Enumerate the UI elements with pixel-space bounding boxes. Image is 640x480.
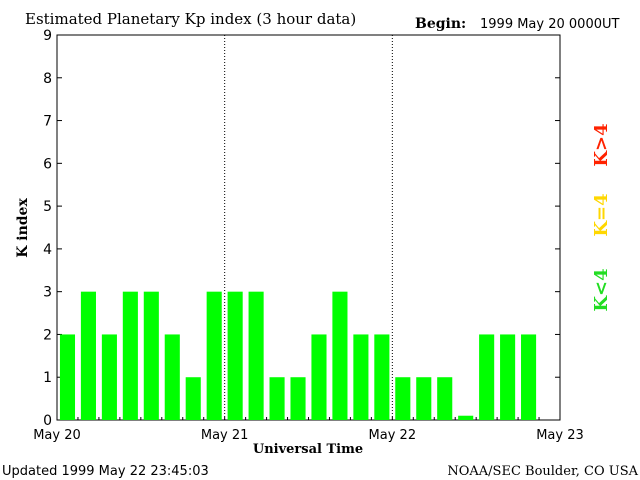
y-tick-label: 0 xyxy=(43,413,52,429)
updated-text: Updated 1999 May 22 23:45:03 xyxy=(2,464,209,479)
bar xyxy=(332,291,348,420)
x-axis-label: Universal Time xyxy=(253,442,363,457)
y-tick-label: 7 xyxy=(43,114,52,130)
bar xyxy=(500,334,516,420)
bar xyxy=(395,377,411,420)
bar xyxy=(290,377,306,420)
bar xyxy=(101,334,117,420)
bar xyxy=(311,334,327,420)
bar xyxy=(458,415,474,420)
chart-title: Estimated Planetary Kp index (3 hour dat… xyxy=(25,10,356,28)
y-tick-label: 8 xyxy=(43,71,52,87)
bar xyxy=(59,334,76,420)
bars xyxy=(59,291,537,420)
x-tick-label: May 21 xyxy=(201,428,249,443)
y-axis: 0 1 2 3 4 5 6 7 8 9 xyxy=(43,28,560,429)
bar xyxy=(521,334,537,420)
y-tick-label: 4 xyxy=(43,242,52,258)
y-tick-label: 3 xyxy=(43,285,52,301)
y-tick-label: 9 xyxy=(43,28,52,44)
x-tick-label: May 22 xyxy=(369,428,417,443)
bar xyxy=(80,291,96,420)
y-tick-label: 2 xyxy=(43,327,52,343)
bar xyxy=(206,291,222,420)
y-axis-label: K index xyxy=(15,198,31,258)
legend-item: K>4 xyxy=(591,123,612,166)
bar xyxy=(248,291,264,420)
bar xyxy=(353,334,369,420)
legend-item: K<4 xyxy=(591,268,612,311)
x-tick-label: May 20 xyxy=(33,428,81,443)
begin-value: 1999 May 20 0000UT xyxy=(480,17,619,32)
y-tick-label: 6 xyxy=(43,156,52,172)
legend-item: K=4 xyxy=(591,193,612,236)
bar xyxy=(416,377,432,420)
bar xyxy=(122,291,138,420)
begin-label: Begin: xyxy=(415,16,466,32)
y-tick-label: 1 xyxy=(43,370,52,386)
bar xyxy=(479,334,495,420)
bar xyxy=(269,377,285,420)
bar xyxy=(185,377,201,420)
credit-text: NOAA/SEC Boulder, CO USA xyxy=(447,464,638,479)
bar xyxy=(374,334,390,420)
bar xyxy=(164,334,180,420)
bar xyxy=(227,291,243,420)
day-separators xyxy=(224,35,393,420)
x-tick-label: May 23 xyxy=(536,428,584,443)
x-axis: May 20 May 21 May 22 May 23 xyxy=(33,417,584,443)
bar xyxy=(437,377,453,420)
legend: K<4 K=4 K>4 xyxy=(591,123,612,311)
bar xyxy=(143,291,159,420)
y-tick-label: 5 xyxy=(43,199,52,215)
